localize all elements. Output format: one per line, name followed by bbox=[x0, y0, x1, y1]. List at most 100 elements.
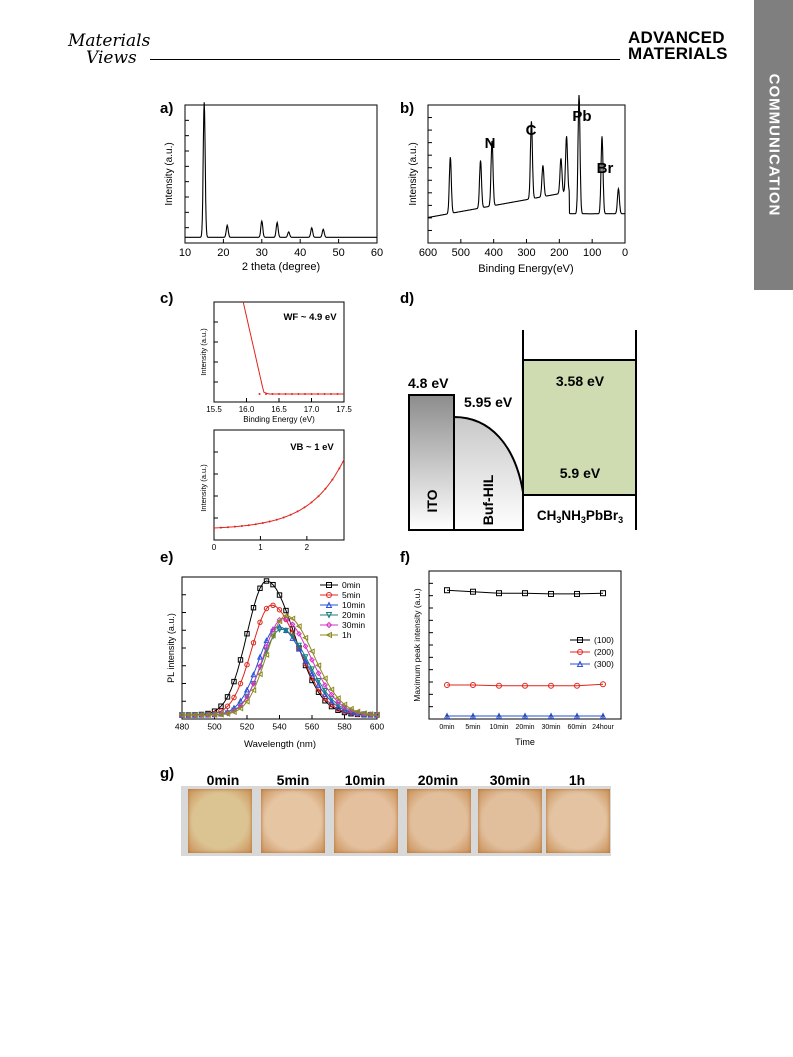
data-point bbox=[218, 703, 224, 709]
x-tick-label: 300 bbox=[517, 247, 535, 259]
x-tick-label: 600 bbox=[370, 722, 384, 732]
data-point bbox=[325, 601, 333, 608]
data-point bbox=[250, 687, 257, 694]
valence-band-annotation: VB ~ 1 eV bbox=[290, 442, 334, 453]
panel-b-label: b) bbox=[400, 100, 415, 117]
xrd-pattern-line bbox=[185, 102, 377, 238]
data-point bbox=[354, 708, 361, 715]
data-point bbox=[263, 651, 270, 658]
data-point bbox=[328, 702, 335, 708]
data-point bbox=[470, 681, 476, 688]
data-point bbox=[283, 607, 289, 614]
film-photo-10min bbox=[334, 789, 398, 853]
data-point bbox=[296, 510, 299, 513]
data-point bbox=[317, 393, 319, 395]
data-point bbox=[322, 682, 328, 688]
perovskite-label: CH3NH3PbBr3 bbox=[537, 508, 623, 525]
x-axis-label: Binding Energy (eV) bbox=[243, 415, 315, 424]
x-tick-label: 560 bbox=[305, 722, 319, 732]
data-point bbox=[270, 626, 276, 633]
x-tick-label: 16.0 bbox=[239, 405, 255, 414]
data-point bbox=[276, 607, 283, 613]
logo-line-2: Views bbox=[86, 48, 137, 68]
data-point bbox=[284, 393, 287, 395]
data-point bbox=[237, 657, 244, 663]
data-point bbox=[250, 671, 257, 678]
ups-cutoff-line bbox=[242, 301, 344, 395]
data-point bbox=[341, 701, 348, 708]
data-point bbox=[257, 663, 263, 670]
data-point bbox=[315, 681, 322, 688]
data-point bbox=[600, 681, 606, 688]
x-tick-label: 20min bbox=[515, 724, 534, 731]
legend-label: 30min bbox=[342, 620, 365, 630]
data-point bbox=[263, 605, 270, 612]
data-point bbox=[244, 694, 250, 700]
x-tick-label: 5min bbox=[465, 724, 480, 731]
x-tick-label: 40 bbox=[294, 247, 306, 259]
data-point bbox=[257, 585, 263, 591]
x-tick-label: 480 bbox=[175, 722, 189, 732]
data-point bbox=[278, 393, 280, 395]
x-axis-label: Time bbox=[515, 737, 535, 747]
data-point bbox=[295, 623, 302, 630]
data-point bbox=[289, 513, 292, 516]
ups-valence-band-chart: 0 1 2 VB ~ 1 eV Intensity (a.u.) bbox=[199, 429, 345, 552]
panel-e-label: e) bbox=[160, 549, 174, 566]
xrd-peak-intensity-chart: 0min 5min 10min 20min 30min 60min 24hour (100)… bbox=[412, 570, 622, 747]
data-point bbox=[276, 592, 283, 598]
photo-title-3: 20min bbox=[417, 772, 459, 788]
data-point bbox=[256, 653, 264, 660]
x-tick-label: 30 bbox=[256, 247, 268, 259]
photo-title-0: 0min bbox=[206, 772, 240, 788]
data-point bbox=[334, 703, 342, 710]
data-point bbox=[244, 631, 250, 637]
work-function-annotation: WF ~ 4.9 eV bbox=[283, 312, 337, 323]
data-point bbox=[191, 711, 198, 719]
ito-label: ITO bbox=[424, 489, 440, 512]
data-point bbox=[237, 680, 244, 687]
data-point bbox=[325, 631, 332, 639]
panel-c-label: c) bbox=[160, 290, 174, 307]
lumo-level: 3.58 eV bbox=[556, 373, 605, 389]
x-tick-label: 400 bbox=[484, 247, 502, 259]
peak-label-br: Br bbox=[597, 160, 614, 177]
data-point bbox=[244, 661, 250, 668]
data-point bbox=[256, 671, 263, 678]
section-tab: COMMUNICATION bbox=[754, 0, 793, 290]
data-point bbox=[341, 706, 348, 713]
legend-label: (300) bbox=[594, 659, 614, 669]
photo-title-4: 30min bbox=[489, 772, 531, 788]
data-point bbox=[444, 587, 450, 594]
data-point bbox=[303, 506, 306, 509]
data-point bbox=[496, 682, 502, 689]
legend-label: 20min bbox=[342, 610, 365, 620]
x-tick-label: 100 bbox=[583, 247, 601, 259]
series-(300) bbox=[443, 712, 607, 720]
legend-label: (100) bbox=[594, 635, 614, 645]
data-point bbox=[302, 643, 309, 650]
advanced-materials-logo: ADVANCED MATERIALS bbox=[628, 29, 728, 62]
legend-label: (200) bbox=[594, 647, 614, 657]
data-point bbox=[289, 621, 296, 628]
series-line bbox=[446, 589, 604, 595]
data-point bbox=[291, 393, 293, 395]
data-point bbox=[338, 467, 341, 470]
data-point bbox=[231, 678, 237, 685]
data-point bbox=[335, 699, 341, 705]
data-point bbox=[304, 393, 306, 395]
panel-a-label: a) bbox=[160, 100, 174, 117]
data-point bbox=[321, 691, 329, 698]
data-point bbox=[250, 605, 257, 611]
x-tick-label: 0 bbox=[212, 543, 217, 552]
data-point bbox=[599, 712, 607, 720]
buf-hil-label: Buf-HIL bbox=[480, 474, 496, 525]
data-point bbox=[577, 649, 583, 655]
x-tick-label: 60min bbox=[567, 724, 586, 731]
data-point bbox=[283, 616, 289, 623]
data-point bbox=[325, 621, 333, 629]
data-point bbox=[308, 670, 316, 677]
y-axis-label: Intensity (a.u.) bbox=[408, 142, 419, 205]
data-point bbox=[270, 602, 276, 609]
header-rule bbox=[150, 59, 620, 60]
